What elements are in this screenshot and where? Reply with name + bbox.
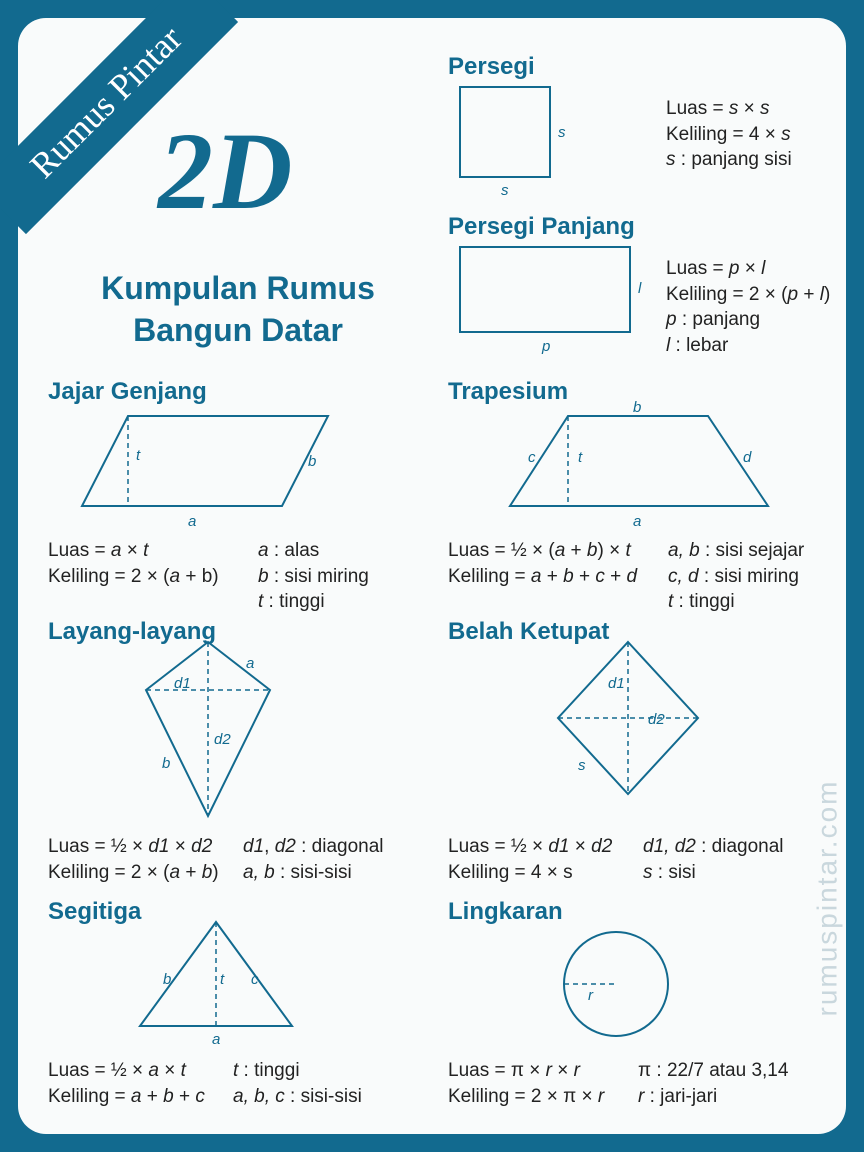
formula-jg-right: a : alasb : sisi miringt : tinggi xyxy=(258,538,369,615)
shape-lingkaran: r xyxy=(548,926,688,1046)
subtitle-line1: Kumpulan Rumus xyxy=(101,270,375,306)
svg-text:s: s xyxy=(578,757,586,774)
subtitle-line2: Bangun Datar xyxy=(133,312,343,348)
formula-bk-left: Luas = ½ × d1 × d2Keliling = 4 × s xyxy=(448,834,612,885)
pp-line4: l : lebar xyxy=(666,335,728,356)
title-2d: 2D xyxy=(158,108,292,235)
shape-belah-ketupat: d1 d2 s xyxy=(548,638,728,808)
formula-bk-right: d1, d2 : diagonals : sisi xyxy=(643,834,784,885)
shape-layang: d1 d2 a b xyxy=(118,638,318,823)
svg-text:a: a xyxy=(188,513,196,530)
pp-line2: Keliling = 2 × (p + l) xyxy=(666,284,830,305)
svg-text:d2: d2 xyxy=(214,731,231,748)
title-persegi: Persegi xyxy=(448,53,535,81)
title-persegi-panjang: Persegi Panjang xyxy=(448,213,635,241)
shape-segitiga: b c t a xyxy=(118,918,318,1048)
shape-persegi-panjang: l p xyxy=(456,243,666,358)
formula-ly-right: d1, d2 : diagonala, b : sisi-sisi xyxy=(243,834,384,885)
svg-text:a: a xyxy=(246,655,254,672)
formula-lk-left: Luas = π × r × rKeliling = 2 × π × r xyxy=(448,1058,604,1109)
watermark: rumuspintar.com xyxy=(812,780,844,1017)
svg-text:t: t xyxy=(578,449,583,466)
svg-text:c: c xyxy=(251,971,259,988)
shape-jajar-genjang: t b a xyxy=(78,408,358,533)
formula-lk-right: π : 22/7 atau 3,14r : jari-jari xyxy=(638,1058,788,1109)
svg-text:p: p xyxy=(541,338,550,355)
persegi-line2: Keliling = 4 × s xyxy=(666,124,791,145)
persegi-line1: Luas = s × s xyxy=(666,98,770,119)
shape-persegi: s s xyxy=(456,83,586,203)
svg-text:s: s xyxy=(558,124,566,141)
formula-ly-left: Luas = ½ × d1 × d2Keliling = 2 × (a + b) xyxy=(48,834,219,885)
svg-text:b: b xyxy=(633,399,641,416)
subtitle: Kumpulan Rumus Bangun Datar xyxy=(58,268,418,351)
formula-sg-left: Luas = ½ × a × tKeliling = a + b + c xyxy=(48,1058,205,1109)
svg-text:d1: d1 xyxy=(608,675,625,692)
title-lingkaran: Lingkaran xyxy=(448,898,563,926)
shape-trapesium: b c d t a xyxy=(508,398,798,533)
svg-text:b: b xyxy=(163,971,171,988)
svg-text:r: r xyxy=(588,987,594,1004)
formula-jg-left: Luas = a × tKeliling = 2 × (a + b) xyxy=(48,538,219,589)
formula-tr-left: Luas = ½ × (a + b) × tKeliling = a + b +… xyxy=(448,538,637,589)
svg-text:d2: d2 xyxy=(648,711,665,728)
svg-text:b: b xyxy=(162,755,170,772)
svg-text:d1: d1 xyxy=(174,675,191,692)
svg-text:s: s xyxy=(501,182,509,199)
svg-text:b: b xyxy=(308,453,316,470)
formula-sg-right: t : tinggia, b, c : sisi-sisi xyxy=(233,1058,362,1109)
svg-text:t: t xyxy=(220,971,225,988)
pp-line1: Luas = p × l xyxy=(666,258,765,279)
svg-text:c: c xyxy=(528,449,536,466)
svg-text:t: t xyxy=(136,447,141,464)
formula-tr-right: a, b : sisi sejajarc, d : sisi miringt :… xyxy=(668,538,804,615)
svg-text:a: a xyxy=(212,1031,220,1048)
card: Rumus Pintar 2D Kumpulan Rumus Bangun Da… xyxy=(18,18,846,1134)
pp-line3: p : panjang xyxy=(666,309,760,330)
formula-persegi-panjang: Luas = p × l Keliling = 2 × (p + l) p : … xyxy=(666,256,830,359)
svg-text:d: d xyxy=(743,449,752,466)
persegi-line3: s : panjang sisi xyxy=(666,149,792,170)
formula-persegi: Luas = s × s Keliling = 4 × s s : panjan… xyxy=(666,96,792,173)
svg-text:a: a xyxy=(633,513,641,530)
svg-text:l: l xyxy=(638,280,642,297)
title-jajar-genjang: Jajar Genjang xyxy=(48,378,207,406)
